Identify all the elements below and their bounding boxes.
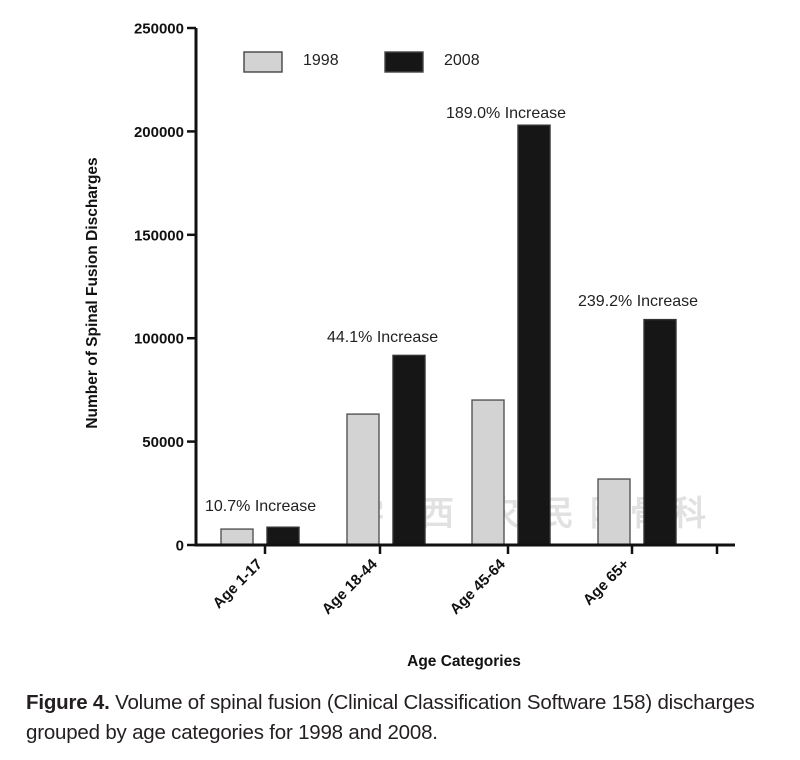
legend-swatch-1998 [243, 51, 283, 73]
legend-swatch-2008 [384, 51, 424, 73]
y-axis-title: Number of Spinal Fusion Discharges [84, 157, 101, 428]
y-tick-label: 50000 [142, 434, 184, 451]
increase-annotation: 189.0% Increase [446, 105, 566, 122]
caption-label: Figure 4. [26, 691, 110, 714]
x-axis-title: Age Categories [407, 653, 521, 670]
annotations: 10.7% Increase 44.1% Increase 189.0% Incre… [205, 105, 698, 515]
legend: 1998 2008 [243, 51, 480, 73]
bar-1998-age-18-44 [346, 413, 380, 546]
axes [187, 26, 735, 554]
increase-annotation: 239.2% Increase [578, 293, 698, 310]
bar-2008-age-45-64 [517, 124, 551, 546]
bar-2008-age-18-44 [392, 354, 426, 546]
x-tick-label: Age 65+ [580, 556, 633, 609]
y-tick-label: 0 [176, 538, 184, 555]
y-tick-label: 150000 [134, 227, 184, 244]
y-tick-label: 200000 [134, 124, 184, 141]
x-tick-label: Age 18-44 [319, 555, 382, 618]
bar-2008-age-1-17 [266, 526, 300, 546]
bar-1998-age-65- [597, 478, 631, 546]
increase-annotation: 44.1% Increase [327, 329, 438, 346]
watermark-char: 科 [672, 494, 706, 534]
x-tick-label: Age 45-64 [447, 555, 510, 618]
increase-annotation: 10.7% Increase [205, 498, 316, 515]
x-tick-label: Age 1-17 [210, 556, 266, 612]
y-tick-label: 100000 [134, 331, 184, 348]
bar-1998-age-1-17 [220, 528, 254, 546]
legend-label-2008: 2008 [444, 52, 480, 69]
bar-2008-age-65- [643, 318, 677, 546]
caption-text: Volume of spinal fusion (Clinical Classi… [26, 691, 755, 744]
bars [220, 124, 677, 546]
bar-chart: 学西农民附骨科 050000100000150000200000250000Ag… [84, 21, 735, 670]
bar-1998-age-45-64 [471, 399, 505, 546]
figure-caption: Figure 4. Volume of spinal fusion (Clini… [26, 688, 796, 748]
y-tick-label: 250000 [134, 21, 184, 38]
legend-label-1998: 1998 [303, 52, 339, 69]
